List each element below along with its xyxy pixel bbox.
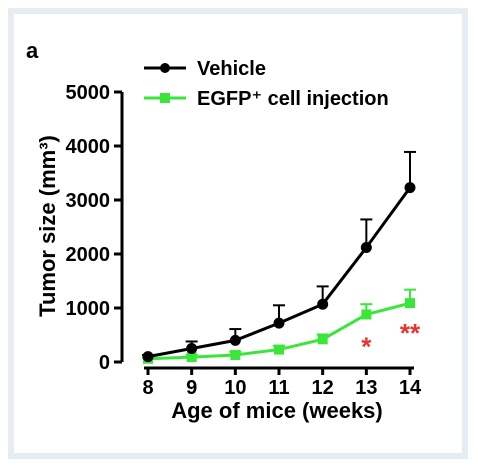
legend-vehicle-label: Vehicle (197, 58, 266, 80)
legend-vehicle-marker (160, 63, 170, 73)
point-egfp-14 (405, 298, 415, 309)
x-axis-title: Age of mice (weeks) (171, 398, 383, 423)
legend-egfp-label: EGFP⁺ cell injection (197, 88, 389, 110)
figure-panel (8, 8, 468, 459)
y-tick-label-4000: 4000 (66, 136, 111, 158)
data-marks: * ** (142, 150, 421, 364)
x-tick-label-14: 14 (399, 377, 422, 399)
x-tick-label-9: 9 (186, 377, 197, 399)
legend: Vehicle EGFP⁺ cell injection (144, 58, 389, 110)
legend-egfp-marker (160, 93, 170, 103)
point-egfp-10 (230, 349, 241, 360)
x-tick-label-13: 13 (355, 377, 377, 399)
x-tick-label-11: 11 (268, 377, 289, 399)
y-tick-label-3000: 3000 (66, 190, 111, 212)
point-vehicle-12 (317, 298, 329, 310)
point-vehicle-13 (360, 242, 372, 254)
x-tick-label-12: 12 (312, 377, 334, 399)
point-vehicle-11 (273, 317, 285, 329)
y-tick-label-1000: 1000 (66, 298, 111, 320)
y-tick-label-5000: 5000 (66, 82, 111, 104)
panel-label: a (26, 38, 39, 63)
x-tick-label-10: 10 (224, 377, 246, 399)
point-egfp-12 (317, 334, 328, 345)
point-vehicle-10 (229, 334, 241, 346)
point-egfp-11 (274, 344, 284, 355)
significance-marker-2: ** (400, 318, 421, 348)
y-axis-title: Tumor size (mm³) (35, 135, 60, 317)
y-tick-label-2000: 2000 (66, 244, 111, 266)
point-vehicle-14 (404, 182, 416, 194)
point-egfp-13 (361, 309, 372, 320)
significance-marker-1: * (361, 332, 372, 362)
point-vehicle-8 (142, 351, 154, 363)
point-egfp-9 (186, 352, 197, 363)
y-tick-label-0: 0 (99, 352, 110, 374)
x-tick-label-8: 8 (142, 377, 153, 399)
axes: 0 1000 2000 3000 4000 5000 8 9 10 11 12 13 14 (66, 82, 422, 399)
point-vehicle-9 (186, 343, 198, 354)
